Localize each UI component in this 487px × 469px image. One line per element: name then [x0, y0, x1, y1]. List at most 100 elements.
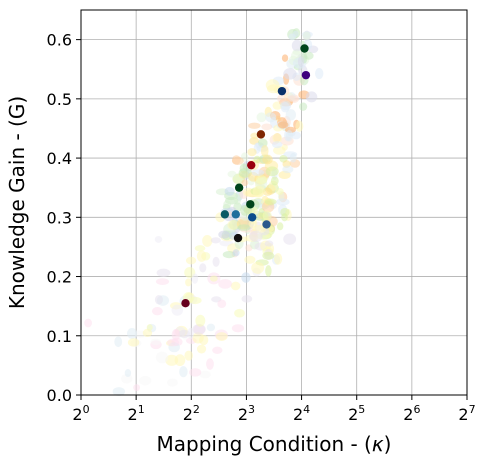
cloud-point	[244, 255, 256, 264]
plot-frame	[80, 9, 468, 396]
cloud-point	[251, 207, 258, 215]
cloud-point	[256, 112, 267, 123]
cloud-point	[249, 230, 263, 243]
x-tick-exponent: 7	[469, 403, 476, 416]
cloud-point	[280, 100, 292, 111]
grid-lines	[80, 10, 468, 396]
cloud-point	[138, 375, 152, 386]
cloud-point	[241, 272, 251, 283]
cloud-point	[291, 39, 303, 52]
cloud-point	[174, 354, 186, 367]
data-point	[301, 70, 311, 80]
cloud-point	[217, 299, 227, 309]
x-tick-base: 2	[238, 405, 248, 424]
x-tick-exponent: 2	[193, 403, 200, 416]
cloud-point	[184, 350, 194, 361]
cloud-point	[265, 79, 280, 91]
cloud-point	[264, 198, 277, 205]
cloud-point	[248, 122, 261, 129]
cloud-point	[218, 230, 230, 239]
cloud-point	[206, 323, 216, 332]
cloud-point	[196, 344, 207, 354]
cloud-point	[251, 169, 265, 176]
y-tick-label: 0.2	[47, 268, 72, 287]
cloud-point	[241, 295, 253, 303]
cloud-point	[146, 324, 153, 331]
cloud-point	[261, 123, 273, 131]
cloud-point	[272, 133, 283, 144]
x-tick-exponent: 5	[358, 403, 365, 416]
cloud-point	[237, 224, 251, 231]
x-tick-base: 2	[293, 405, 303, 424]
cloud-point	[247, 148, 257, 157]
cloud-point	[199, 370, 211, 379]
cloud-point	[234, 308, 245, 318]
x-axis-label-end: )	[384, 432, 392, 456]
cloud-point	[291, 131, 301, 140]
cloud-point	[142, 328, 153, 338]
cloud-point	[285, 109, 297, 121]
cloud-point	[280, 207, 290, 217]
x-axis-label-main: Mapping Condition - (	[157, 432, 372, 456]
data-point	[277, 86, 287, 96]
x-tick-label: 21	[128, 403, 145, 424]
cloud-point	[167, 338, 180, 347]
data-point	[233, 233, 243, 243]
axis-ticks: 20 21 22 23 24 25 26 270.00.10.20.30.40.50.6	[47, 31, 476, 424]
cloud-point	[199, 334, 209, 346]
cloud-point	[284, 95, 299, 102]
cloud-point	[192, 324, 206, 335]
cloud-point	[199, 263, 207, 273]
cloud-point	[281, 54, 289, 62]
cloud-point	[187, 327, 194, 340]
x-tick-label: 26	[403, 403, 420, 424]
cloud-point	[194, 245, 206, 252]
cloud-point	[127, 338, 140, 347]
x-tick-base: 2	[403, 405, 413, 424]
cloud-point	[179, 366, 188, 378]
cloud-point	[150, 338, 162, 346]
x-tick-base: 2	[128, 405, 138, 424]
cloud-point	[227, 220, 239, 230]
data-point	[234, 183, 244, 192]
point-clouds	[84, 28, 324, 396]
x-tick-exponent: 4	[303, 403, 310, 416]
cloud-point	[283, 68, 297, 80]
x-tick-exponent: 3	[248, 403, 255, 416]
cloud-point	[264, 240, 274, 247]
cloud-point	[297, 56, 305, 68]
cloud-point	[230, 281, 241, 291]
x-tick-exponent: 6	[413, 403, 420, 416]
cloud-point	[285, 130, 293, 142]
x-tick-label: 27	[458, 403, 475, 424]
cloud-point	[231, 324, 245, 333]
x-tick-base: 2	[72, 405, 82, 424]
cloud-point	[171, 304, 184, 316]
cloud-point	[112, 387, 126, 396]
cloud-point	[272, 101, 283, 110]
cloud-point	[265, 112, 277, 123]
cloud-point	[234, 193, 242, 205]
cloud-point	[265, 166, 279, 177]
x-tick-label: 24	[293, 403, 310, 424]
cloud-point	[151, 306, 163, 316]
y-axis-label: Knowledge Gain - (G)	[5, 96, 29, 309]
cloud-point	[262, 154, 273, 165]
x-tick-label: 20	[72, 403, 89, 424]
x-tick-label: 25	[348, 403, 365, 424]
cloud-point	[165, 354, 179, 366]
x-tick-exponent: 1	[138, 403, 145, 416]
x-tick-base: 2	[183, 405, 193, 424]
cloud-point	[251, 261, 265, 274]
cloud-point	[171, 329, 181, 341]
cloud-point	[283, 151, 298, 158]
y-tick-label: 0.3	[47, 208, 72, 227]
x-tick-base: 2	[348, 405, 358, 424]
cloud-point	[240, 204, 250, 216]
cloud-point	[277, 121, 289, 129]
cloud-point	[272, 141, 283, 149]
cloud-point	[188, 296, 202, 305]
data-point	[231, 210, 241, 219]
data-point	[262, 220, 271, 229]
cloud-point	[185, 256, 197, 265]
